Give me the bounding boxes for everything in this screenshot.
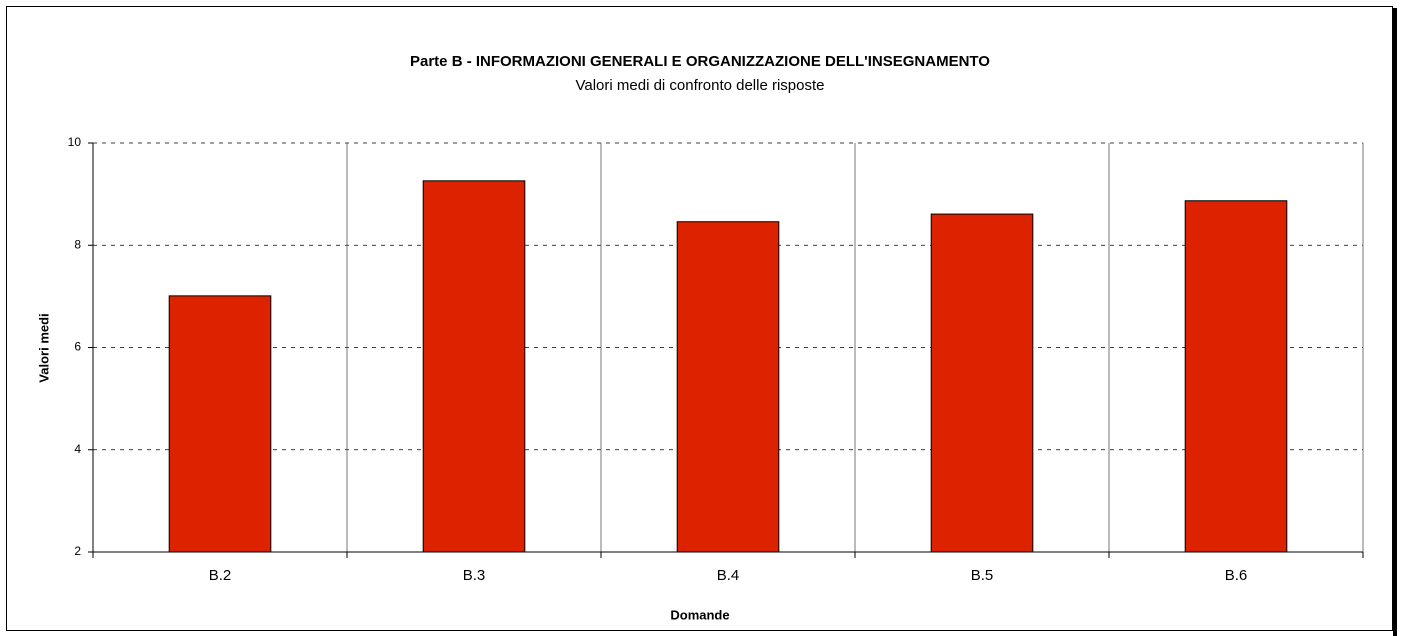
- x-tick-label: B.4: [717, 567, 740, 584]
- x-tick-label: B.5: [971, 567, 994, 584]
- y-tick-label: 2: [74, 544, 81, 558]
- x-tick-label: B.3: [463, 567, 486, 584]
- chart-title: Parte B - INFORMAZIONI GENERALI E ORGANI…: [410, 53, 990, 70]
- y-tick-label: 8: [74, 237, 81, 251]
- x-tick-label: B.2: [209, 567, 232, 584]
- x-tick-label: B.6: [1225, 567, 1248, 584]
- y-tick-label: 6: [74, 340, 81, 354]
- bar: [422, 180, 526, 553]
- bar: [930, 213, 1034, 553]
- bar: [676, 221, 780, 553]
- y-axis-label: Valori medi: [36, 313, 51, 382]
- chart-subtitle: Valori medi di confronto delle risposte: [575, 77, 824, 94]
- bar: [168, 295, 272, 553]
- x-axis-label: Domande: [670, 607, 729, 622]
- bar: [1184, 200, 1288, 553]
- y-tick-label: 4: [74, 442, 81, 456]
- y-tick-label: 10: [68, 135, 82, 149]
